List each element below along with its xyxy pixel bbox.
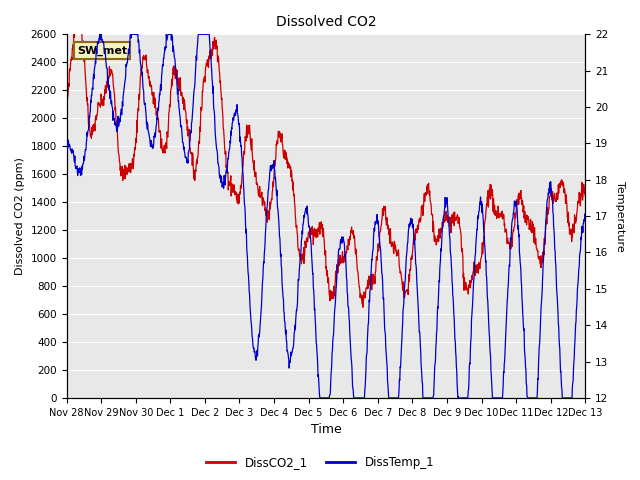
Y-axis label: Dissolved CO2 (ppm): Dissolved CO2 (ppm)	[15, 157, 25, 275]
X-axis label: Time: Time	[310, 423, 341, 436]
Y-axis label: Temperature: Temperature	[615, 181, 625, 252]
Text: SW_met: SW_met	[77, 45, 127, 56]
Legend: DissCO2_1, DissTemp_1: DissCO2_1, DissTemp_1	[201, 452, 439, 474]
Title: Dissolved CO2: Dissolved CO2	[276, 15, 376, 29]
